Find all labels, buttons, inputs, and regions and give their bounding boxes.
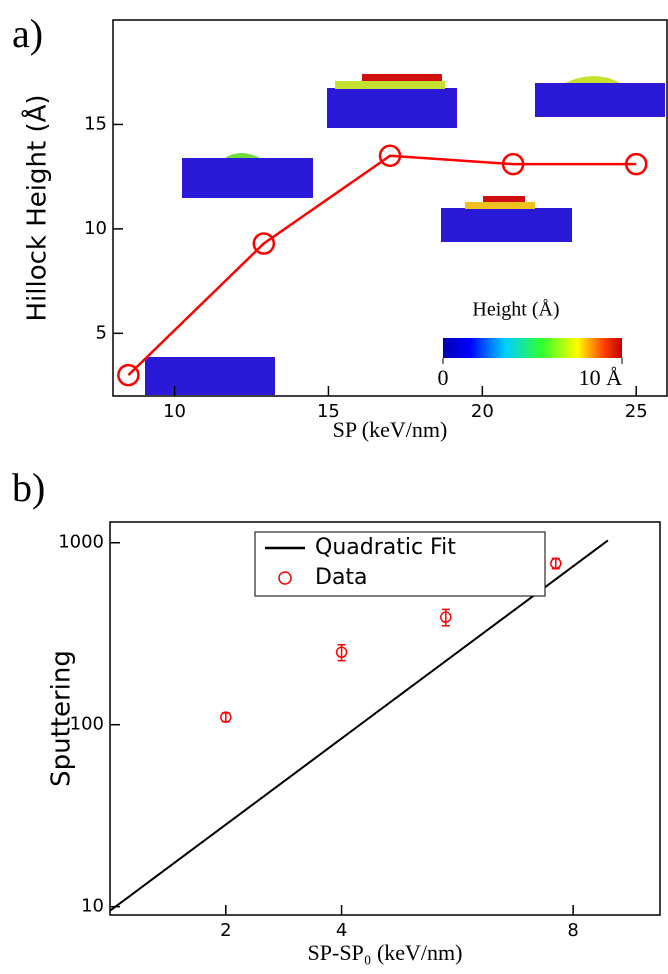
plot-frame xyxy=(112,19,668,397)
y-tick-label: 15 xyxy=(84,113,107,134)
data-point xyxy=(624,152,648,176)
x-tick-label: 4 xyxy=(336,920,347,941)
inset-hillock xyxy=(225,153,260,158)
colorbar-tick-label: 0 xyxy=(438,365,449,390)
data-point xyxy=(550,557,562,570)
legend-label: Data xyxy=(315,565,368,590)
y-tick-label: 10 xyxy=(81,896,104,917)
panel-label: b) xyxy=(12,465,45,510)
x-axis-label: SP-SP₀ (keV/nm) xyxy=(308,940,463,965)
legend-label: Quadratic Fit xyxy=(315,535,456,560)
inset-image xyxy=(441,208,572,242)
x-tick-label: 25 xyxy=(625,401,648,422)
x-axis-label: SP (keV/nm) xyxy=(333,417,448,442)
panel-label: a) xyxy=(12,11,43,56)
colorbar-label: Height (Å) xyxy=(472,299,559,321)
legend-box xyxy=(254,531,546,597)
inset-hillock xyxy=(483,196,525,202)
x-tick-label: 8 xyxy=(567,920,578,941)
y-tick-label: 1000 xyxy=(58,532,104,553)
inset-image xyxy=(327,88,457,128)
data-point xyxy=(252,232,276,255)
insets xyxy=(145,74,665,395)
error-bar xyxy=(221,712,230,723)
inset-hillock xyxy=(465,202,535,209)
x-tick-label: 20 xyxy=(471,401,494,422)
y-tick-label: 5 xyxy=(96,322,107,343)
colorbar-tick-label: 10 Å xyxy=(579,365,623,390)
data-point xyxy=(378,144,402,168)
data-point xyxy=(501,152,525,176)
y-axis-label: Hillock Height (Å) xyxy=(21,94,53,321)
data-point xyxy=(335,646,348,659)
y-tick-label: 100 xyxy=(70,714,104,735)
inset-image xyxy=(182,158,313,198)
colorbar xyxy=(443,338,622,358)
plot-frame xyxy=(109,521,661,916)
x-tick-label: 10 xyxy=(163,401,186,422)
data-line xyxy=(127,154,637,377)
legend-marker xyxy=(278,571,292,585)
x-tick-label: 2 xyxy=(220,920,231,941)
data-point xyxy=(117,363,140,387)
inset-hillock xyxy=(565,76,620,83)
y-axis-label: Sputtering xyxy=(47,650,77,787)
inset-image xyxy=(145,357,275,395)
inset-hillock xyxy=(362,74,442,81)
data-point xyxy=(220,711,232,723)
y-tick-label: 10 xyxy=(84,218,107,239)
fit-line xyxy=(109,539,609,912)
inset-hillock xyxy=(335,81,445,89)
inset-image xyxy=(535,83,665,117)
data-point xyxy=(440,611,452,623)
x-tick-label: 15 xyxy=(317,401,340,422)
